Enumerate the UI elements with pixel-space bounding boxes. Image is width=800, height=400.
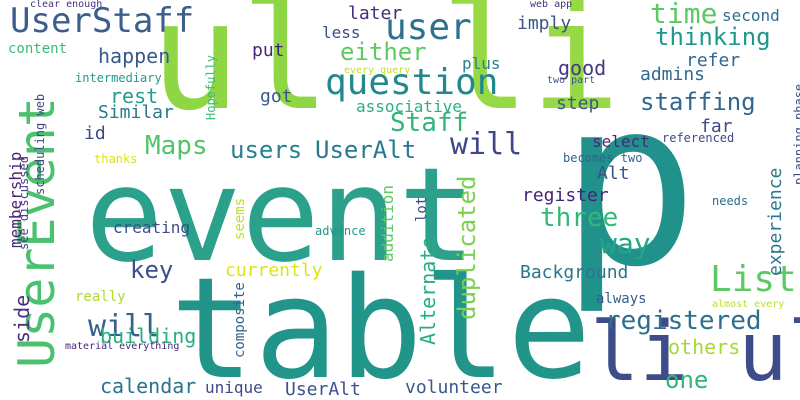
cloud-word: register bbox=[522, 185, 609, 206]
cloud-word: will bbox=[450, 127, 523, 162]
cloud-word: plus bbox=[462, 54, 501, 73]
cloud-word: put bbox=[252, 40, 285, 61]
cloud-word: second bbox=[722, 6, 780, 25]
cloud-word: rest bbox=[110, 84, 159, 108]
cloud-word: building bbox=[100, 324, 197, 348]
cloud-word: referenced bbox=[662, 131, 735, 145]
cloud-word: really bbox=[75, 289, 126, 305]
cloud-word: later bbox=[348, 3, 403, 24]
cloud-word: table bbox=[170, 248, 592, 400]
cloud-word: imply bbox=[517, 13, 572, 34]
cloud-word: experience bbox=[765, 167, 786, 276]
cloud-word: UserStaff bbox=[10, 1, 195, 41]
cloud-word: happen bbox=[98, 44, 171, 68]
cloud-word: every query bbox=[344, 65, 411, 76]
cloud-word: always bbox=[596, 291, 647, 307]
cloud-word: planning phase bbox=[792, 83, 800, 185]
cloud-word: see discussed bbox=[17, 156, 31, 250]
cloud-word: lot bbox=[414, 196, 430, 222]
cloud-word: Maps bbox=[145, 131, 208, 161]
cloud-word: users bbox=[230, 136, 303, 164]
cloud-word: event bbox=[85, 139, 477, 291]
cloud-word: registered bbox=[605, 306, 762, 336]
cloud-word: Similar bbox=[98, 102, 174, 123]
cloud-word: step bbox=[556, 93, 600, 114]
cloud-word: time bbox=[650, 0, 718, 30]
cloud-word: others bbox=[668, 335, 741, 359]
cloud-word: composite bbox=[232, 282, 248, 358]
cloud-word: li bbox=[440, 0, 621, 144]
cloud-word: calendar bbox=[100, 374, 197, 398]
cloud-word: advance bbox=[315, 224, 366, 238]
cloud-word: List bbox=[710, 259, 797, 300]
cloud-word: far bbox=[700, 116, 733, 137]
cloud-word: material everything bbox=[65, 341, 180, 352]
cloud-word: needs bbox=[712, 194, 749, 208]
cloud-word: Background bbox=[520, 262, 629, 283]
cloud-word: got bbox=[260, 86, 293, 107]
cloud-word: admins bbox=[640, 64, 706, 85]
cloud-word: almost every bbox=[712, 299, 785, 310]
cloud-word: way bbox=[600, 227, 651, 260]
cloud-word: volunteer bbox=[405, 377, 503, 398]
cloud-word: two part bbox=[547, 75, 596, 86]
cloud-word: Alternate bbox=[416, 236, 440, 345]
cloud-word: clear enough bbox=[30, 0, 103, 10]
cloud-word: good bbox=[558, 56, 607, 80]
cloud-word: will bbox=[88, 309, 161, 344]
cloud-word: less bbox=[322, 23, 361, 42]
cloud-word: thinking bbox=[655, 23, 771, 51]
cloud-word: question bbox=[325, 62, 499, 103]
cloud-word: duplicated bbox=[453, 175, 481, 321]
cloud-word: staffing bbox=[640, 88, 756, 116]
cloud-word: one bbox=[665, 366, 709, 394]
cloud-word: key bbox=[130, 256, 174, 284]
cloud-word: li ul bbox=[590, 305, 800, 400]
cloud-word: ul bbox=[150, 0, 331, 144]
cloud-word: side bbox=[10, 294, 34, 343]
cloud-word: id bbox=[84, 123, 106, 144]
cloud-word: UserAlt bbox=[315, 136, 417, 164]
cloud-word: currently bbox=[225, 260, 323, 281]
cloud-word: Staff bbox=[390, 108, 469, 138]
cloud-word: intermediary bbox=[75, 71, 162, 85]
cloud-word: three bbox=[540, 203, 619, 233]
cloud-word: unique bbox=[205, 378, 263, 397]
cloud-word: Hopefully bbox=[204, 54, 218, 120]
cloud-word: Alt bbox=[597, 163, 630, 184]
cloud-word: scheduling web bbox=[33, 93, 47, 195]
cloud-word: p bbox=[560, 51, 699, 318]
cloud-word: addition bbox=[378, 184, 397, 262]
cloud-word: creating bbox=[113, 218, 191, 237]
cloud-word: either bbox=[340, 38, 427, 66]
cloud-word: refer bbox=[686, 50, 741, 71]
cloud-word: select bbox=[592, 132, 650, 151]
cloud-word: seems bbox=[232, 197, 248, 240]
cloud-word: user bbox=[385, 7, 472, 48]
cloud-word: becomes two bbox=[563, 151, 643, 165]
cloud-word: associative bbox=[356, 97, 462, 116]
cloud-word: web app bbox=[530, 0, 573, 10]
cloud-word: thanks bbox=[94, 152, 138, 166]
cloud-word: UserAlt bbox=[285, 379, 361, 400]
cloud-word: content bbox=[8, 41, 68, 57]
